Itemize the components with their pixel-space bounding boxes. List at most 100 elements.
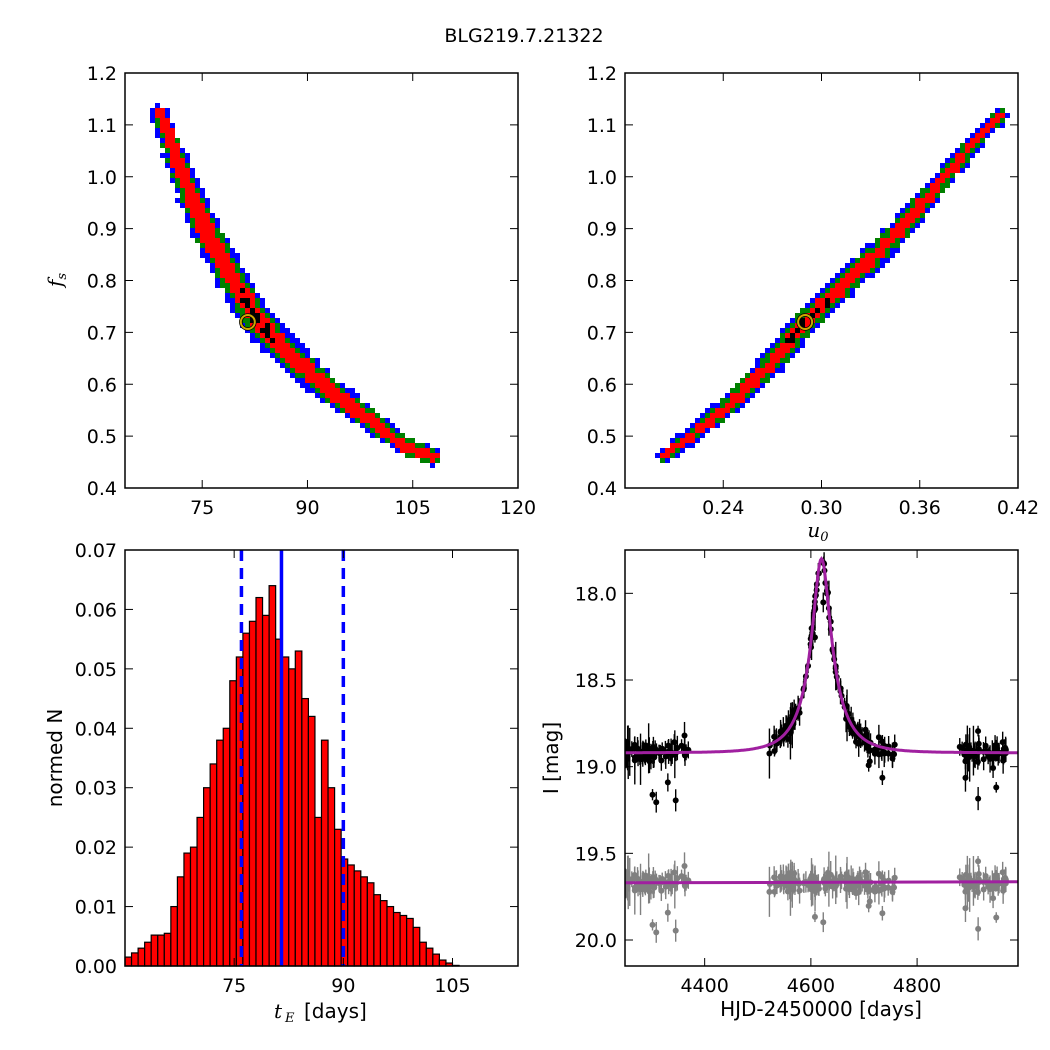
heatmap-cell-green — [785, 328, 790, 333]
heatmap-cell-red — [200, 228, 205, 233]
heatmap-cell-green — [970, 148, 975, 153]
heatmap-cell-blue — [850, 288, 855, 293]
heatmap-cell-red — [240, 303, 245, 308]
heatmap-cell-blue — [915, 193, 920, 198]
heatmap-cell-blue — [240, 268, 245, 273]
heatmap-cell-green — [815, 318, 820, 323]
heatmap-cell-red — [405, 443, 410, 448]
heatmap-cell-red — [210, 233, 215, 238]
hist-frame — [124, 549, 519, 967]
heatmap-cell-red — [295, 353, 300, 358]
heatmap-cell-blue — [940, 163, 945, 168]
heatmap-cell-blue — [325, 368, 330, 373]
heatmap-cell-red — [180, 158, 185, 163]
photometry-point — [639, 755, 646, 762]
photometry-point — [982, 742, 989, 749]
photometry-point — [681, 745, 688, 752]
heatmap-cell-green — [965, 158, 970, 163]
histogram-bar — [432, 953, 441, 967]
heatmap-cell-green — [260, 308, 265, 313]
residual-point — [639, 886, 646, 893]
heatmap-cell-red — [785, 343, 790, 348]
heatmap-cell-red — [190, 198, 195, 203]
heatmap-cell-red — [740, 388, 745, 393]
heatmap-cell-red — [980, 133, 985, 138]
photometry-point — [853, 738, 860, 745]
p1-ytick-label: 0.9 — [587, 219, 617, 241]
p0-ytick-label: 0.4 — [87, 478, 117, 500]
heatmap-cell-red — [310, 368, 315, 373]
histogram-bar — [163, 932, 172, 967]
heatmap-cell-green — [980, 138, 985, 143]
heatmap-cell-black — [795, 328, 800, 333]
heatmap-cell-blue — [295, 338, 300, 343]
heatmap-cell-black — [815, 308, 820, 313]
heatmap-cell-blue — [185, 218, 190, 223]
heatmap-cell-green — [775, 363, 780, 368]
heatmap-cell-blue — [790, 318, 795, 323]
heatmap-cell-red — [420, 453, 425, 458]
heatmap-cell-red — [330, 383, 335, 388]
heatmap-cell-red — [680, 443, 685, 448]
heatmap-cell-green — [735, 388, 740, 393]
heatmap-cell-blue — [990, 128, 995, 133]
heatmap-cell-blue — [235, 313, 240, 318]
heatmap-cell-red — [690, 438, 695, 443]
heatmap-cell-blue — [225, 298, 230, 303]
heatmap-cell-blue — [715, 423, 720, 428]
heatmap-cell-green — [1000, 118, 1005, 123]
heatmap-cell-blue — [155, 103, 160, 108]
heatmap-cell-red — [250, 293, 255, 298]
te-axis-label: t E [days] — [274, 999, 367, 1026]
heatmap-cell-blue — [165, 113, 170, 118]
heatmap-cell-green — [210, 218, 215, 223]
histogram-bars — [124, 585, 460, 967]
heatmap-cell-green — [845, 268, 850, 273]
heatmap-cell-red — [230, 263, 235, 268]
heatmap-cell-red — [260, 323, 265, 328]
heatmap-cell-red — [330, 388, 335, 393]
photometry-point — [866, 758, 873, 765]
heatmap-cell-green — [950, 158, 955, 163]
heatmap-cell-blue — [315, 363, 320, 368]
heatmap-cell-red — [915, 198, 920, 203]
heatmap-cell-red — [855, 268, 860, 273]
heatmap-cell-blue — [905, 203, 910, 208]
heatmap-cell-red — [320, 388, 325, 393]
heatmap-cell-red — [230, 288, 235, 293]
heatmap-cell-green — [795, 338, 800, 343]
heatmap-cell-blue — [775, 368, 780, 373]
histogram-bar — [170, 905, 179, 967]
residual-point — [982, 872, 989, 879]
heatmap-cell-green — [765, 358, 770, 363]
heatmap-cell-green — [860, 273, 865, 278]
heatmap-cell-red — [350, 408, 355, 413]
heatmap-cell-green — [960, 143, 965, 148]
heatmap-cell-green — [725, 398, 730, 403]
heatmap-cell-red — [260, 333, 265, 338]
heatmap-cell-blue — [810, 298, 815, 303]
heatmap-cell-red — [320, 383, 325, 388]
heatmap-cell-red — [875, 248, 880, 253]
heatmap-cell-blue — [215, 218, 220, 223]
histogram-bar — [255, 596, 264, 967]
heatmap-cell-blue — [850, 293, 855, 298]
heatmap-cell-blue — [985, 133, 990, 138]
heatmap-cell-black — [250, 318, 255, 323]
heatmap-cell-green — [175, 183, 180, 188]
heatmap-cell-green — [315, 368, 320, 373]
heatmap-cell-blue — [670, 438, 675, 443]
heatmap-cell-green — [780, 338, 785, 343]
heatmap-cell-red — [325, 393, 330, 398]
histogram-bar — [419, 941, 427, 967]
heatmap-cell-blue — [185, 213, 190, 218]
heatmap-cell-green — [760, 358, 765, 363]
heatmap-cell-green — [215, 268, 220, 273]
heatmap-cell-red — [160, 108, 165, 113]
heatmap-cell-red — [330, 393, 335, 398]
heatmap-cell-green — [885, 253, 890, 258]
heatmap-cell-blue — [205, 198, 210, 203]
photometry-point — [787, 730, 794, 737]
heatmap-cell-red — [175, 158, 180, 163]
heatmap-cell-red — [275, 343, 280, 348]
